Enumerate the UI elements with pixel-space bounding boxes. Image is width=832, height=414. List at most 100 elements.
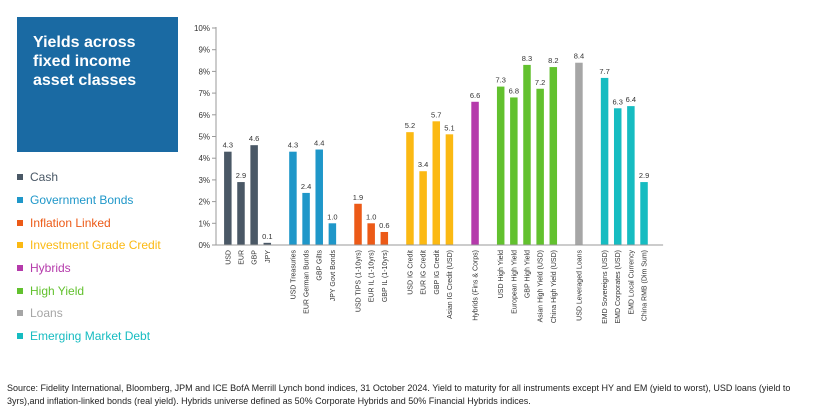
data-label: 8.4 — [574, 52, 584, 61]
bar — [237, 182, 245, 245]
legend-item: Government Bonds — [17, 189, 161, 212]
legend-swatch — [17, 242, 23, 249]
legend-item: Investment Grade Credit — [17, 234, 161, 257]
data-label: 4.3 — [288, 141, 298, 150]
legend-item: Inflation Linked — [17, 211, 161, 234]
legend-label: Inflation Linked — [30, 215, 111, 230]
category-label: EMD Sovereigns (USD) — [602, 250, 609, 324]
category-label: Hybrids (Fins & Corps) — [473, 250, 480, 321]
data-label: 2.4 — [301, 182, 311, 191]
category-label: EMD Local Currency — [628, 250, 635, 315]
legend-swatch — [17, 197, 23, 204]
y-tick-label: 3% — [198, 176, 210, 185]
legend: Cash Government Bonds Inflation Linked Inve… — [17, 166, 161, 348]
chart-title: Yields across fixed income asset classes — [33, 34, 137, 89]
data-label: 4.4 — [314, 139, 324, 148]
category-label: USD — [225, 250, 232, 265]
y-tick-label: 10% — [194, 24, 210, 33]
bar — [575, 62, 583, 245]
bar — [523, 64, 531, 245]
category-label: EUR — [238, 250, 245, 265]
legend-label: Loans — [30, 306, 63, 321]
bar — [600, 77, 609, 245]
legend-item: High Yield — [17, 279, 161, 302]
legend-item: Cash — [17, 166, 161, 189]
legend-item: Hybrids — [17, 257, 161, 280]
bar — [224, 151, 232, 245]
source-note: Source: Fidelity International, Bloomber… — [7, 383, 791, 406]
legend-swatch — [17, 174, 23, 181]
category-label: JPY Govt Bonds — [330, 250, 337, 302]
legend-item: Loans — [17, 302, 161, 325]
title-box: Yields across fixed income asset classes — [17, 17, 178, 152]
y-tick-label: 1% — [198, 219, 210, 228]
bar — [328, 223, 337, 245]
data-label: 2.9 — [639, 171, 649, 180]
y-tick-label: 6% — [198, 111, 210, 120]
data-label: 0.1 — [262, 232, 272, 241]
bar — [250, 145, 258, 245]
data-label: 1.0 — [366, 212, 376, 221]
bar-chart: 0% 1% 2% 3% 4% 5% 6% 7% 8% 9% 10% 4.3 USD 2.9 EUR 4.6 GB… — [194, 24, 664, 324]
category-label: GBP IL (1-10yrs) — [382, 250, 389, 302]
legend-label: Hybrids — [30, 261, 71, 276]
data-label: 7.3 — [495, 76, 505, 85]
category-label: EMD Corporates (USD) — [615, 250, 622, 324]
bar — [627, 106, 635, 246]
legend-label: Investment Grade Credit — [30, 238, 161, 253]
data-label: 4.3 — [223, 141, 233, 150]
bar — [445, 134, 454, 245]
category-label: EUR IL (1-10yrs) — [369, 250, 376, 302]
category-label: GBP Gilts — [317, 250, 324, 281]
y-tick-label: 7% — [198, 89, 210, 98]
y-tick-label: 9% — [198, 46, 210, 55]
legend-swatch — [17, 333, 23, 340]
category-label: USD High Yield — [498, 250, 505, 298]
bar — [354, 203, 362, 245]
y-tick-label: 0% — [198, 241, 210, 250]
category-label: Asian High Yield (USD) — [538, 250, 545, 322]
data-label: 7.2 — [535, 78, 545, 87]
category-label: GBP — [252, 250, 259, 265]
legend-label: Cash — [30, 170, 59, 185]
legend-label: Emerging Market Debt — [30, 329, 151, 344]
bar — [367, 223, 375, 245]
bar — [432, 121, 441, 245]
data-label: 4.6 — [249, 134, 259, 143]
data-label: 8.3 — [522, 54, 532, 63]
category-label: Asian IG Credit (USD) — [447, 250, 454, 319]
data-label: 5.2 — [405, 121, 415, 130]
y-tick-label: 2% — [198, 198, 210, 207]
bar — [419, 171, 427, 245]
data-label: 1.0 — [327, 212, 337, 221]
data-label: 6.3 — [613, 97, 623, 106]
category-label: USD Treasuries — [290, 250, 297, 300]
data-label: 5.7 — [431, 110, 441, 119]
category-label: GBP High Yield — [524, 250, 531, 298]
category-label: EUR IG Credit — [421, 250, 428, 295]
y-tick-label: 5% — [198, 133, 210, 142]
bar — [640, 182, 648, 245]
bar — [496, 86, 505, 245]
bar — [613, 108, 622, 245]
data-label: 0.6 — [379, 221, 389, 230]
legend-label: Government Bonds — [30, 193, 134, 208]
legend-label: High Yield — [30, 283, 85, 298]
bar — [549, 67, 558, 245]
category-label: USD IG Credit — [407, 250, 414, 295]
data-label: 6.4 — [626, 95, 636, 104]
bar — [510, 97, 518, 245]
legend-swatch — [17, 265, 23, 272]
legend-item: Emerging Market Debt — [17, 325, 161, 348]
legend-swatch — [17, 219, 23, 226]
y-tick-label: 8% — [198, 67, 210, 76]
bar — [536, 88, 544, 245]
y-tick-label: 4% — [198, 154, 210, 163]
category-label: China High Yield (USD) — [551, 250, 558, 323]
bar — [380, 231, 389, 245]
category-label: GBP IG Credit — [434, 250, 441, 295]
category-label: USD Leveraged Loans — [576, 250, 583, 321]
data-label: 6.6 — [470, 91, 480, 100]
bar — [315, 149, 323, 245]
data-label: 7.7 — [599, 67, 609, 76]
